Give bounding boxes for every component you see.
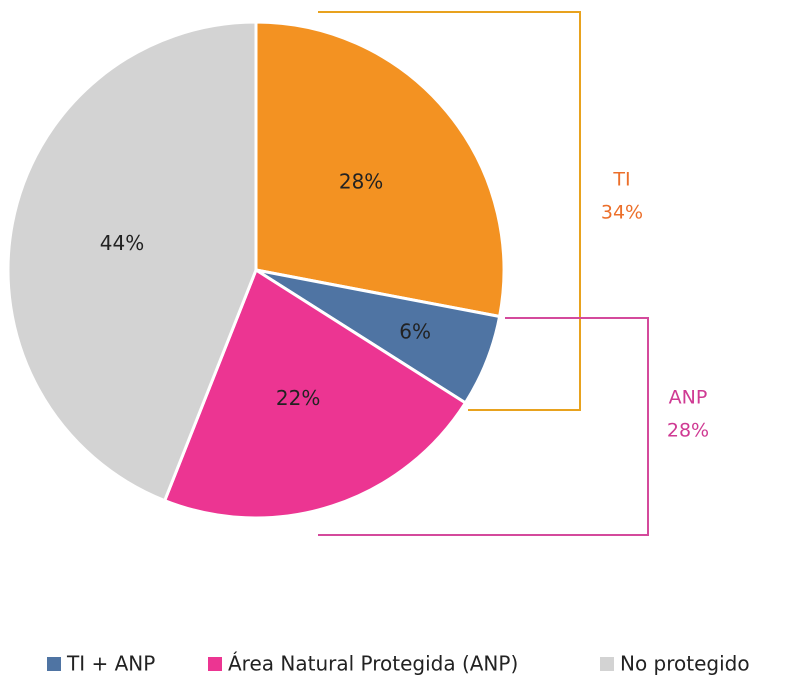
slice-label: 28% [339,170,383,194]
annotation-label: ANP [669,387,708,409]
legend-label: Área Natural Protegida (ANP) [228,652,518,676]
pie-slice [162,267,468,520]
annotation-label: TI [612,169,630,191]
legend-swatch [47,657,61,671]
annotation-value: 28% [667,420,709,442]
legend-swatch [600,657,614,671]
legend-label: TI + ANP [66,652,155,676]
ti-bracket [318,11,581,411]
anp-bracket [318,317,649,536]
pie-slice [6,20,258,503]
slice-label: 44% [100,231,144,255]
legend-label: No protegido [620,652,750,676]
slice-label: 6% [399,319,431,343]
pie-slice [254,20,506,319]
legend-swatch [208,657,222,671]
slice-label: 22% [276,386,320,410]
annotation-value: 34% [601,202,643,224]
